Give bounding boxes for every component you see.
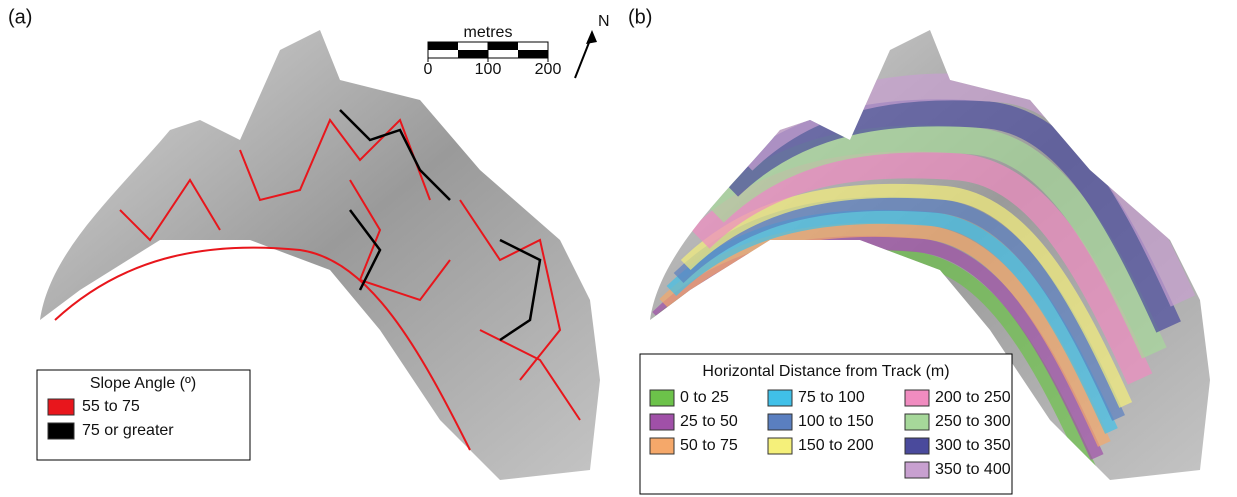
distance-band	[680, 183, 1133, 408]
legend-label: 150 to 200	[798, 437, 874, 454]
distance-bands	[650, 73, 1196, 473]
very-steep-slopes	[339, 109, 542, 342]
scale-title: metres	[464, 24, 513, 41]
legend-title: Horizontal Distance from Track (m)	[702, 363, 949, 380]
legend-swatch	[767, 413, 793, 431]
north-arrowhead	[586, 30, 597, 44]
legend-label: 75 to 100	[798, 389, 865, 406]
panel-label: (b)	[628, 6, 652, 28]
legend-label: 50 to 75	[680, 437, 738, 454]
scale-block	[428, 42, 458, 50]
scale-label: 200	[535, 61, 562, 78]
scale-label: 100	[475, 61, 502, 78]
legend-swatch	[767, 389, 793, 407]
legend-swatch	[904, 437, 930, 455]
legend-label: 100 to 150	[798, 413, 874, 430]
north-label: N	[598, 13, 610, 30]
legend-label: 200 to 250	[935, 389, 1011, 406]
legend-swatch	[904, 389, 930, 407]
scale-block	[518, 50, 548, 58]
distance-band	[666, 209, 1118, 434]
scale-block	[458, 50, 488, 58]
distance-band	[690, 151, 1153, 385]
legend-swatch	[767, 437, 793, 455]
scale-bar: 0 100 200	[424, 41, 562, 78]
legend-items: 55 to 75 75 or greater	[47, 398, 174, 440]
legend-items: 0 to 25 25 to 50 50 to 75 75 to 100 100 to 1…	[649, 389, 1011, 479]
legend-label: 0 to 25	[680, 389, 729, 406]
legend-label: 350 to 400	[935, 461, 1011, 478]
distance-band	[673, 196, 1125, 421]
panel-label: (a)	[8, 6, 32, 28]
legend-label: 250 to 300	[935, 413, 1011, 430]
legend-label: 55 to 75	[82, 398, 140, 415]
legend-label: 300 to 350	[935, 437, 1011, 454]
legend-label: 75 or greater	[82, 422, 174, 439]
scale-block	[488, 42, 518, 50]
legend-swatch	[904, 413, 930, 431]
distance-band	[704, 125, 1167, 359]
distance-band	[719, 99, 1181, 333]
legend-title: Slope Angle (º)	[90, 375, 196, 392]
legend-box	[639, 353, 1013, 495]
legend-swatch	[904, 461, 930, 479]
distance-band	[659, 222, 1111, 447]
legend-swatch	[649, 413, 675, 431]
legend-swatch	[47, 398, 75, 416]
legend-swatch	[47, 422, 75, 440]
legend-swatch	[649, 389, 675, 407]
scale-label: 0	[424, 61, 433, 78]
legend-label: 25 to 50	[680, 413, 738, 430]
legend-swatch	[649, 437, 675, 455]
